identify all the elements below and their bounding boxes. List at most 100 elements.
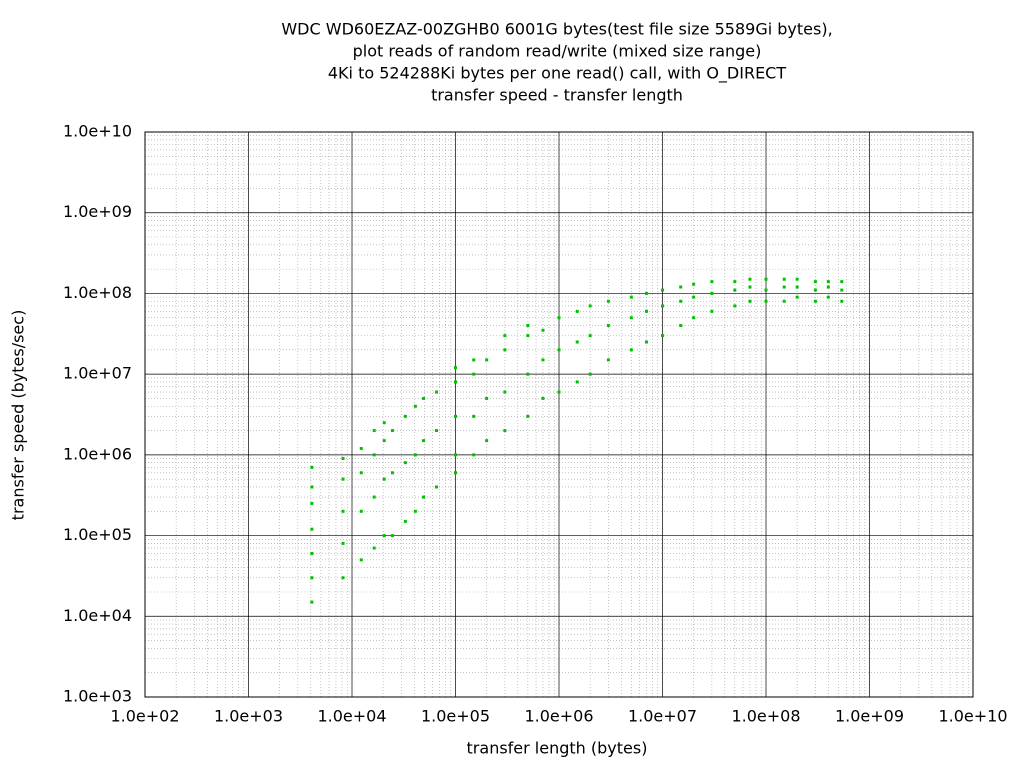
point [606,324,610,328]
x-tick-label: 1.0e+06 [524,707,593,726]
y-tick-label: 1.0e+05 [63,525,132,544]
point [413,453,417,457]
point [629,316,633,320]
point [710,291,714,295]
point [541,396,545,400]
point [341,477,345,481]
point [644,291,648,295]
x-axis-label: transfer length (bytes) [467,739,648,758]
x-tick-label: 1.0e+07 [628,707,697,726]
y-tick-label: 1.0e+08 [63,283,132,302]
point [606,358,610,362]
point [454,453,457,457]
point [541,328,545,332]
point [472,414,476,418]
point [661,304,664,308]
point [310,551,314,555]
point [310,485,314,489]
y-tick-label: 1.0e+03 [63,687,132,706]
point [679,324,683,328]
point [485,358,489,362]
point [503,348,507,352]
point [472,453,476,457]
point [541,358,545,362]
point [310,527,314,531]
point [813,299,817,303]
point [359,471,363,475]
point [764,299,768,303]
point [485,439,489,443]
point [795,295,799,299]
point [575,309,579,313]
point [454,414,457,418]
point [692,316,696,320]
point [413,509,417,513]
point [526,334,530,338]
y-tick-label: 1.0e+09 [63,202,132,221]
point [733,288,737,292]
point [310,501,314,505]
x-tick-label: 1.0e+10 [938,707,1007,726]
chart-title: transfer speed - transfer length [431,86,683,105]
point [403,414,407,418]
point [485,396,489,400]
point [748,277,752,281]
point [472,358,476,362]
point [372,429,376,433]
point [341,541,345,545]
point [588,334,592,338]
point [382,477,386,481]
point [472,372,476,376]
point [454,380,457,384]
point [557,390,561,394]
point [588,304,592,308]
point [826,295,830,299]
point [826,285,830,289]
x-tick-label: 1.0e+04 [317,707,386,726]
y-tick-label: 1.0e+04 [63,606,132,625]
point [795,285,799,289]
point [435,429,439,433]
chart-title: plot reads of random read/write (mixed s… [353,42,762,61]
point [403,461,407,465]
point [840,288,844,292]
point [359,558,363,562]
point [679,285,683,289]
point [390,429,394,433]
y-tick-label: 1.0e+06 [63,444,132,463]
point [710,309,714,313]
point [840,299,844,303]
point [403,519,407,523]
point [526,324,530,328]
point [661,334,664,338]
point [422,495,426,499]
point [526,372,530,376]
point [629,348,633,352]
x-tick-label: 1.0e+03 [214,707,283,726]
point [588,372,592,376]
point [341,576,345,580]
point [629,295,633,299]
point [382,439,386,443]
point [764,288,768,292]
point [661,288,664,292]
point [382,534,386,538]
point [372,546,376,550]
point [782,299,786,303]
y-axis-label: transfer speed (bytes/sec) [9,310,28,521]
point [435,390,439,394]
point [310,465,314,469]
point [644,340,648,344]
point [454,366,457,370]
point [382,421,386,425]
point [782,277,786,281]
point [422,396,426,400]
point [575,340,579,344]
point [679,299,683,303]
point [782,285,786,289]
point [341,457,345,461]
point [372,453,376,457]
plot-frame [144,131,974,698]
point [526,414,530,418]
point [422,439,426,443]
